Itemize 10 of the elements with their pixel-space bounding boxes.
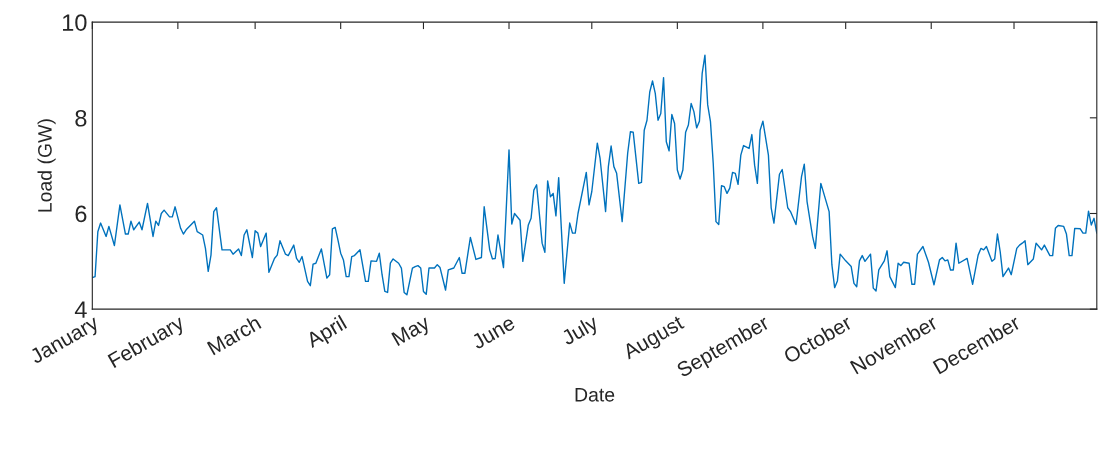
x-tick-label: May xyxy=(391,314,434,350)
y-tick-label: 4 xyxy=(74,301,87,318)
x-tick-label: July xyxy=(560,314,602,350)
y-tick-label: 8 xyxy=(75,109,87,127)
y-tick-label: 6 xyxy=(75,205,87,223)
x-tick-label: June xyxy=(470,315,516,350)
y-axis-title: Load (GW) xyxy=(37,119,56,212)
x-tick-label: April xyxy=(304,314,350,352)
x-axis-title: Date xyxy=(575,388,615,402)
y-tick-label: 10 xyxy=(63,14,87,31)
